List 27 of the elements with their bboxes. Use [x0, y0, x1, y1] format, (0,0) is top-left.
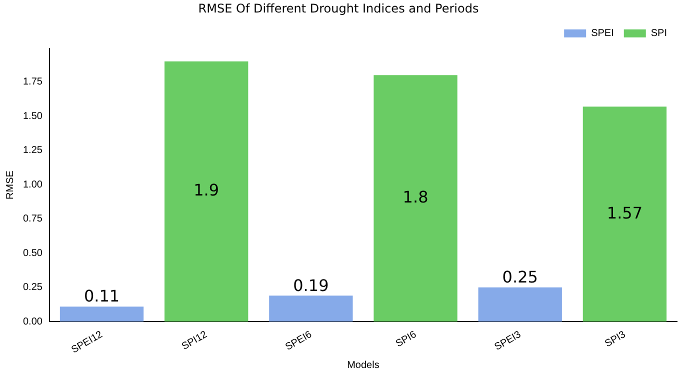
legend-label: SPEI: [591, 28, 614, 40]
data-label: 1.57: [606, 203, 643, 222]
bar: [582, 106, 667, 322]
bar: [478, 287, 562, 322]
y-axis-title: RMSE: [4, 170, 16, 200]
data-label: 1.9: [194, 180, 220, 200]
data-label: 0.25: [502, 268, 538, 287]
chart-title: RMSE Of Different Drought Indices and Periods: [198, 1, 479, 16]
y-tick-label: 0.50: [22, 248, 43, 259]
data-label: 1.8: [402, 188, 428, 207]
y-tick-label: 1.00: [22, 179, 43, 190]
y-tick-label: 0.75: [22, 214, 43, 225]
x-axis-title: Models: [347, 360, 380, 371]
legend-label: SPI: [650, 28, 668, 40]
y-tick-label: 1.50: [22, 110, 43, 122]
bar: [269, 296, 353, 322]
x-tick-label: SPI3: [603, 329, 628, 350]
bar: [164, 61, 248, 322]
data-label: 0.11: [84, 286, 120, 306]
y-tick-label: 0.25: [22, 282, 43, 294]
data-label: 0.19: [293, 276, 329, 295]
y-tick-label: 1.25: [22, 145, 43, 156]
y-tick-label: 0.00: [22, 316, 43, 328]
bar: [374, 75, 458, 322]
y-tick-label: 1.75: [22, 76, 43, 88]
x-tick-label: SPI6: [394, 329, 419, 350]
bar: [60, 306, 144, 322]
